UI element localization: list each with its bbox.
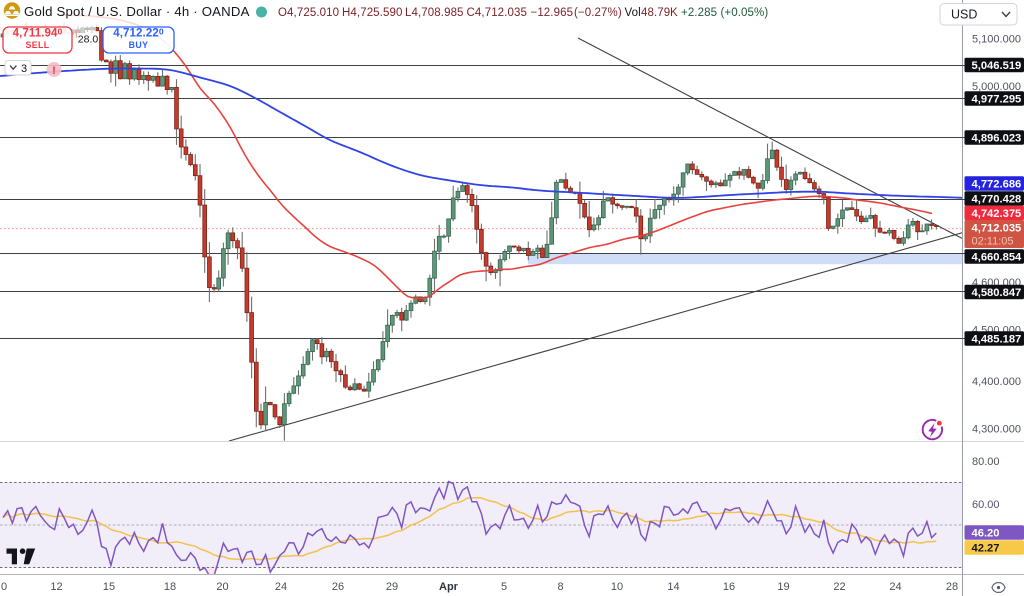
svg-text:15: 15 xyxy=(103,581,115,593)
svg-text:28: 28 xyxy=(946,581,958,593)
svg-text:SELL: SELL xyxy=(25,40,49,50)
svg-text:4,712.035: 4,712.035 xyxy=(972,223,1022,235)
svg-text:4,711.940: 4,711.940 xyxy=(13,27,63,40)
svg-text:80.00: 80.00 xyxy=(972,456,1000,468)
svg-text:K: K xyxy=(670,7,678,19)
svg-text:(+0.05%): (+0.05%) xyxy=(721,7,769,19)
svg-text:5,046.519: 5,046.519 xyxy=(972,60,1022,72)
svg-text:10: 10 xyxy=(611,581,623,593)
svg-text:4,742.375: 4,742.375 xyxy=(972,208,1022,220)
svg-text:0: 0 xyxy=(1,581,7,593)
svg-text:+2.285: +2.285 xyxy=(681,7,717,19)
svg-text:14: 14 xyxy=(667,581,679,593)
svg-text:C4,712.035: C4,712.035 xyxy=(467,7,527,19)
svg-text:26: 26 xyxy=(332,581,344,593)
svg-text:!: ! xyxy=(52,65,56,77)
svg-text:16: 16 xyxy=(723,581,735,593)
svg-text:4,580.847: 4,580.847 xyxy=(972,287,1022,299)
svg-text:5: 5 xyxy=(501,581,507,593)
svg-text:Gold Spot / U.S. Dollar · 4h ·: Gold Spot / U.S. Dollar · 4h · OANDA xyxy=(24,4,250,19)
svg-text:4,896.023: 4,896.023 xyxy=(972,133,1022,145)
svg-text:22: 22 xyxy=(833,581,845,593)
svg-text:5,000.000: 5,000.000 xyxy=(972,81,1021,93)
svg-text:12: 12 xyxy=(50,581,62,593)
svg-text:O4,725.010: O4,725.010 xyxy=(278,7,339,19)
svg-text:02:11:05: 02:11:05 xyxy=(972,236,1014,248)
svg-text:H4,725.590: H4,725.590 xyxy=(342,7,402,19)
svg-text:−12.965: −12.965 xyxy=(531,7,574,19)
svg-text:24: 24 xyxy=(275,581,287,593)
svg-text:4,772.686: 4,772.686 xyxy=(972,179,1022,191)
svg-text:USD: USD xyxy=(951,8,977,22)
svg-text:4,770.428: 4,770.428 xyxy=(972,194,1022,206)
svg-text:28.0: 28.0 xyxy=(78,33,99,45)
svg-text:46.20: 46.20 xyxy=(972,528,1000,540)
svg-text:18: 18 xyxy=(164,581,176,593)
svg-text:48.79: 48.79 xyxy=(641,7,670,19)
svg-text:4,400.000: 4,400.000 xyxy=(972,376,1021,388)
svg-text:20: 20 xyxy=(216,581,228,593)
svg-text:4,660.854: 4,660.854 xyxy=(972,252,1023,264)
svg-text:Apr: Apr xyxy=(439,581,459,593)
svg-text:BUY: BUY xyxy=(129,40,149,50)
svg-text:L4,708.985: L4,708.985 xyxy=(405,7,464,19)
svg-text:42.27: 42.27 xyxy=(972,543,1000,555)
svg-text:19: 19 xyxy=(777,581,789,593)
svg-text:5,100.000: 5,100.000 xyxy=(972,34,1021,46)
svg-text:(−0.27%): (−0.27%) xyxy=(574,7,622,19)
svg-text:4,485.187: 4,485.187 xyxy=(972,334,1022,346)
svg-text:24: 24 xyxy=(889,581,901,593)
svg-text:4,712.220: 4,712.220 xyxy=(113,27,164,40)
svg-text:Vol: Vol xyxy=(625,7,641,19)
svg-text:4,300.000: 4,300.000 xyxy=(972,423,1021,435)
svg-text:4,977.295: 4,977.295 xyxy=(972,94,1022,106)
svg-text:8: 8 xyxy=(557,581,563,593)
svg-text:29: 29 xyxy=(386,581,398,593)
svg-text:3: 3 xyxy=(21,63,27,75)
svg-text:60.00: 60.00 xyxy=(972,499,1000,511)
